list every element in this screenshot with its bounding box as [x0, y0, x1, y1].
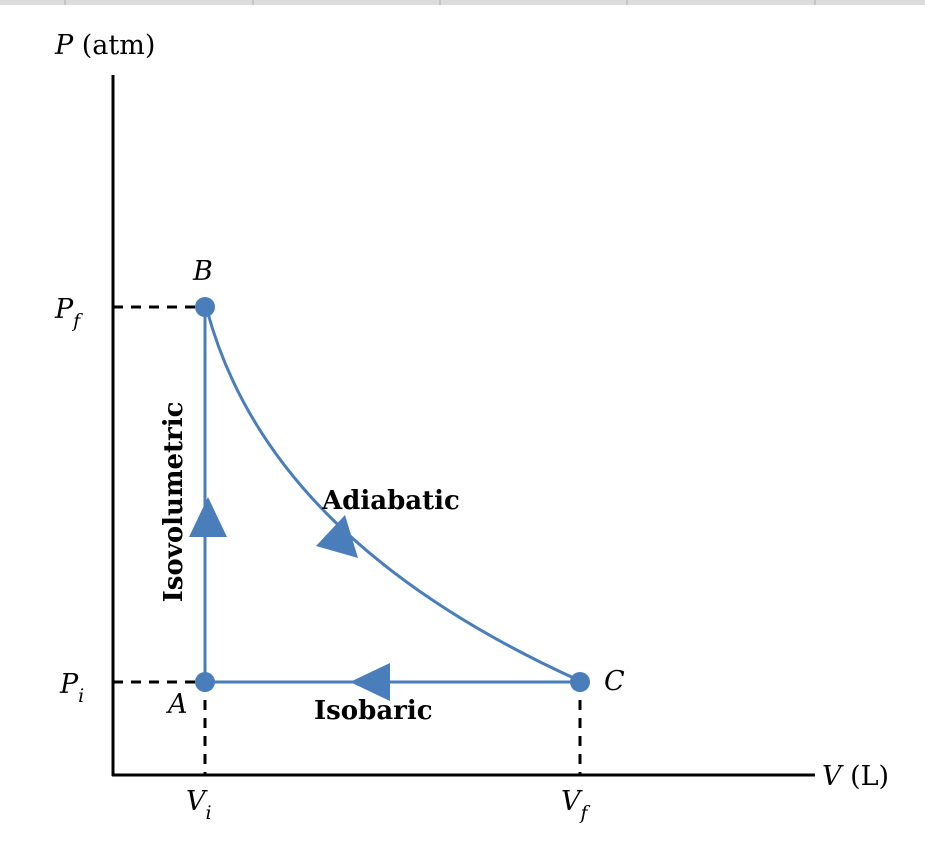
label-part: V: [822, 761, 844, 792]
arrow-left: [350, 663, 390, 701]
point-label: B: [192, 256, 213, 287]
label-part: i: [206, 802, 212, 824]
process-label: Isobaric: [314, 696, 433, 726]
top-bar: [0, 0, 925, 5]
point: [195, 297, 215, 317]
label-part: V: [561, 786, 583, 817]
label-part: P: [59, 669, 79, 700]
y-axis-label: P (atm): [54, 30, 155, 61]
point-label: C: [604, 666, 625, 697]
arrow-up: [189, 497, 227, 537]
label-part: f: [71, 310, 83, 332]
process-label: Isovolumetric: [159, 402, 189, 603]
x-tick-label: Vf: [561, 786, 591, 824]
label-part: P: [54, 294, 74, 325]
point: [195, 672, 215, 692]
label-part: (L): [850, 761, 889, 792]
label-part: i: [78, 685, 84, 707]
adiabatic-curve: [205, 309, 579, 682]
arrow-down: [316, 515, 358, 558]
label-part: V: [186, 786, 208, 817]
label-part: (atm): [82, 30, 156, 61]
guide-lines: [113, 305, 582, 775]
y-tick-label: Pf: [54, 294, 83, 332]
label-part: P: [54, 30, 74, 61]
x-tick-label: Vi: [186, 786, 212, 824]
top-bar-dividers: [64, 0, 816, 5]
y-tick-label: Pi: [59, 669, 84, 707]
x-axis-label: V (L): [822, 761, 889, 792]
point: [570, 672, 590, 692]
point-label: A: [165, 689, 188, 720]
process-label: Adiabatic: [321, 486, 460, 516]
label-part: f: [579, 802, 591, 824]
